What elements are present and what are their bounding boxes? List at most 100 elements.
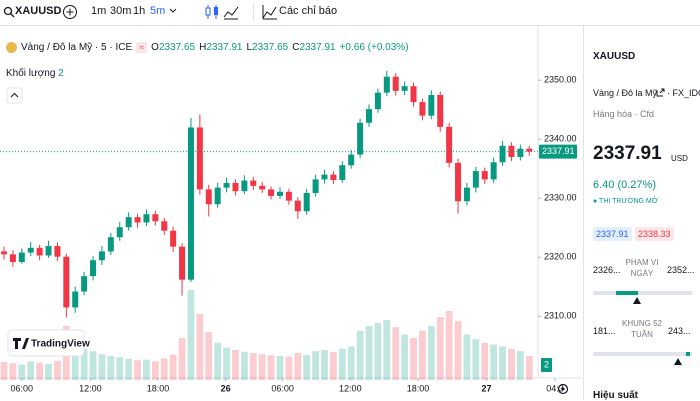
ohlc-value: 2337.91 [299,42,336,53]
ohlc-value: 2337.65 [252,42,289,53]
candle-body [499,145,506,163]
interval[interactable]: 5m [150,5,166,17]
ask: 2338.33 [635,227,674,241]
status-icon: ≈ [136,42,148,53]
volume-bar [169,354,177,380]
last-price-box [539,144,577,159]
chart: 2350.00 2340.00 2330.00 2320.00 2310.00 06:00… [0,26,582,395]
candle-body [107,237,114,252]
candle-body [446,126,453,163]
indicators-button[interactable]: Các chỉ báo [279,5,338,17]
collapse-button[interactable] [6,87,23,104]
candle-body [1,251,8,255]
compare-button[interactable] [62,4,78,20]
candle-body [187,127,194,280]
search-icon[interactable] [3,6,15,18]
ohlc-change: +0.66 (+0.03%) [339,42,409,53]
ohlc-label: L [246,42,253,53]
candle-body [63,256,70,308]
candle-body [214,187,221,205]
candle-body [27,247,34,253]
interval[interactable]: 1h [133,5,146,17]
chart-type-icon[interactable] [205,4,219,20]
volume-bar [71,341,79,380]
candle-body [90,260,97,277]
x-tick-label: 04:3 [546,383,564,393]
legend-title: Vàng / Đô la Mỹ · 5 · ICE [21,42,133,53]
y-tick-label: 2330.00 [544,193,577,203]
candle-body [348,154,355,166]
year-range-track [593,352,692,356]
volume-bar [205,332,213,380]
candle-body [81,276,88,292]
last-price-label: 2337.91 [542,146,575,156]
volume-bar [401,334,409,380]
candle-body [98,251,105,261]
candle-body [72,291,79,308]
y-tick-label: 2320.00 [544,252,577,262]
status-text: THỊ TRƯỜNG MỞ [599,198,658,205]
volume-bar [36,362,44,380]
volume-bar [436,317,444,380]
interval[interactable]: 1m [91,5,107,17]
volume-bar [214,342,222,380]
volume-bar [445,311,453,380]
volume-bar [472,339,480,380]
x-tick-label: 27 [482,383,492,393]
candle-body [179,246,186,280]
volume-box [541,358,552,372]
volume-bar [312,351,319,380]
volume-bar [454,321,462,380]
external-link-icon[interactable] [656,88,665,97]
year-range-fill [686,352,690,356]
symbol-panel: XAUUSD Vàng / Đô la Mỹ · FX_IDC Hàng hóa… [583,26,700,401]
collapse-icon [10,92,19,98]
volume-label: Khối lượng [6,68,56,79]
x-tick-label: 06:00 [11,383,34,393]
volume-layer [0,290,533,380]
volume-bar [463,334,471,380]
candle-body [205,189,212,205]
candle-body [321,174,328,180]
candle-body [223,182,230,188]
volume-bar [276,356,284,380]
panel-symbol: XAUUSD [593,51,636,62]
candle-body [259,185,266,190]
settings-icon[interactable] [557,383,569,395]
volume-bar [98,354,106,380]
symbol[interactable]: XAUUSD [15,5,62,17]
day-range-track [593,291,692,295]
candle-body [419,102,426,116]
volume-bar [525,356,533,380]
candle-body [428,95,435,116]
volume-bar [490,344,498,380]
axes: 2350.00 2340.00 2330.00 2320.00 2310.00 06:00… [0,75,577,393]
day-high: 2352... [667,265,695,275]
indicator-chart-icon[interactable] [223,4,239,20]
volume-bar [294,353,302,380]
logo-box[interactable] [7,329,85,357]
volume-bar [143,359,150,380]
indicators-icon[interactable] [262,4,278,20]
volume-bar [392,327,400,380]
interval[interactable]: 30m [110,5,132,17]
volume-bar [0,362,8,380]
volume-bar [419,330,426,380]
ohlc-value: 2337.65 [158,42,196,53]
candle-body [18,252,25,262]
volume-bar [303,354,311,380]
panel-name: Vàng / Đô la Mỹ [593,88,658,98]
volume-bar [125,359,133,380]
volume-bar [151,361,159,380]
candle-body [490,162,497,180]
candle-layer [1,70,533,318]
candle-body [312,179,319,193]
x-tick-label: 18:00 [407,383,430,393]
interval-chevron[interactable] [169,8,177,14]
volume-bar [356,330,364,380]
candle-body [170,230,177,247]
candle-body [410,86,417,103]
candle-body [134,217,141,223]
candle-body [481,171,488,180]
logo-mark [13,338,29,349]
